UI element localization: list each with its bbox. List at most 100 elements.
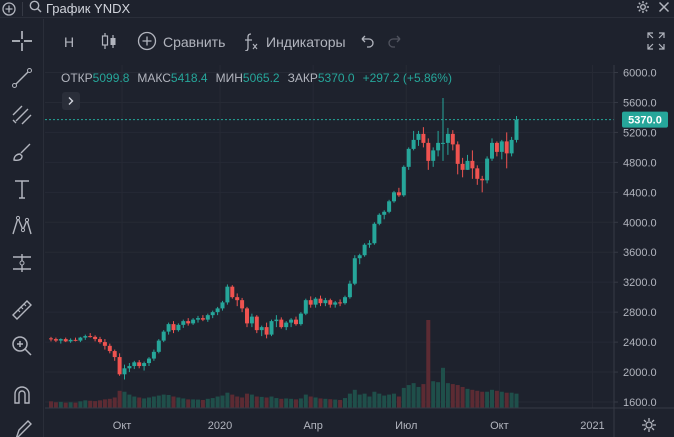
candle-body	[333, 302, 338, 305]
brush-icon[interactable]	[8, 138, 36, 166]
drawing-toolbar	[0, 19, 44, 437]
open-label: ОТКР	[61, 71, 93, 85]
interval-label: Н	[64, 34, 75, 50]
volume-bar	[151, 396, 156, 408]
volume-bar	[387, 394, 392, 408]
candle-body	[176, 324, 181, 331]
volume-bar	[445, 383, 450, 408]
y-tick-label: 3200.0	[623, 277, 657, 289]
zoom-in-icon[interactable]	[8, 332, 36, 360]
price-axis[interactable]: 1600.0 2000.0 2400.0 2800.0 3200.0 3600.0 4000…	[614, 67, 657, 409]
volume-bar	[490, 389, 494, 408]
candle-body	[308, 300, 313, 305]
chevron-right-icon	[68, 97, 74, 105]
grid	[45, 65, 614, 408]
candle-body	[450, 133, 455, 145]
indicators-button[interactable]: Индикаторы	[242, 27, 346, 57]
volume-bar	[274, 398, 279, 408]
candle-body	[387, 201, 392, 212]
redo-icon[interactable]	[387, 33, 403, 52]
candle-body	[161, 331, 166, 341]
y-tick-label: 2400.0	[623, 337, 657, 349]
volume-bar	[58, 401, 63, 408]
open-value: 5099.8	[92, 71, 130, 85]
volume-bar	[176, 397, 181, 408]
ruler-icon[interactable]	[8, 296, 36, 324]
fib-tools-icon[interactable]	[8, 101, 36, 129]
volume-bar	[470, 389, 475, 408]
candle-body	[382, 211, 387, 215]
candle-body	[220, 302, 225, 309]
settings-icon[interactable]	[642, 418, 656, 432]
fullscreen-icon[interactable]	[647, 32, 665, 53]
volume-bar	[279, 398, 284, 408]
candle-body	[132, 362, 137, 367]
y-tick-label: 5600.0	[623, 97, 657, 109]
add-chart-icon[interactable]	[0, 0, 18, 18]
candle-body	[191, 319, 196, 324]
function-icon	[242, 31, 260, 54]
candle-body	[117, 357, 122, 375]
volume-bar	[465, 388, 470, 408]
candle-body	[504, 141, 509, 154]
candle-body	[470, 160, 475, 169]
candle-body	[78, 337, 83, 341]
gear-icon[interactable]	[636, 0, 650, 19]
magnet-icon[interactable]	[8, 381, 36, 409]
candle-body	[303, 300, 308, 314]
y-tick-label: 2800.0	[623, 307, 657, 319]
y-tick-label: 1600.0	[623, 397, 657, 409]
candle-body	[436, 142, 441, 151]
undo-icon[interactable]	[359, 33, 375, 52]
candle-body	[230, 286, 235, 298]
add-circle-icon	[137, 31, 157, 54]
chart-type-button[interactable]	[101, 27, 117, 57]
candle-body	[107, 345, 112, 352]
volume-bar	[186, 399, 191, 408]
volume-bar	[259, 396, 264, 408]
volume-bar	[93, 401, 98, 408]
crosshair-icon[interactable]	[8, 27, 36, 55]
candle-body	[58, 339, 63, 341]
volume-bar	[215, 396, 220, 408]
volume-bar	[372, 391, 377, 408]
time-axis[interactable]: Окт 2020 Апр Июл Окт 2021	[113, 420, 605, 432]
candle-body	[264, 327, 269, 335]
volume-bar	[161, 394, 166, 408]
search-icon[interactable]	[29, 0, 42, 18]
x-tick-label: Июл	[395, 420, 417, 432]
volume-bar	[284, 398, 289, 408]
volume-bar	[200, 399, 205, 408]
volume-bar	[166, 394, 171, 408]
candle-body	[431, 150, 436, 161]
candle-body	[294, 319, 298, 325]
candle-body	[53, 339, 58, 341]
volume-bar	[509, 392, 514, 408]
compare-label: Сравнить	[163, 34, 226, 50]
interval-button[interactable]: Н	[64, 27, 74, 57]
candle-body	[460, 163, 465, 170]
chart-pane[interactable]: 1600.0 2000.0 2400.0 2800.0 3200.0 3600.0 4000…	[45, 65, 674, 437]
trend-line-icon[interactable]	[8, 64, 36, 92]
compare-button[interactable]: Сравнить	[137, 27, 225, 57]
x-tick-label: Апр	[303, 420, 322, 432]
candle-body	[127, 366, 132, 369]
candle-body	[122, 368, 127, 375]
pattern-icon[interactable]	[8, 212, 36, 240]
candle-body	[421, 133, 426, 143]
close-icon[interactable]	[658, 0, 670, 18]
candle-body	[274, 319, 279, 322]
candle-body	[357, 255, 362, 259]
candle-body	[441, 142, 445, 144]
volume-bar	[73, 402, 78, 408]
candle-body	[88, 336, 93, 338]
prediction-icon[interactable]	[8, 249, 36, 277]
volume-bar	[68, 402, 73, 408]
text-tool-icon[interactable]	[8, 175, 36, 203]
expand-legend-button[interactable]	[62, 92, 80, 110]
volume-bar	[318, 398, 323, 408]
volume-bar	[455, 385, 460, 408]
price-chart[interactable]: 1600.0 2000.0 2400.0 2800.0 3200.0 3600.0 4000…	[45, 65, 674, 437]
volume-bar	[127, 394, 132, 408]
lock-drawings-icon[interactable]	[8, 416, 36, 437]
